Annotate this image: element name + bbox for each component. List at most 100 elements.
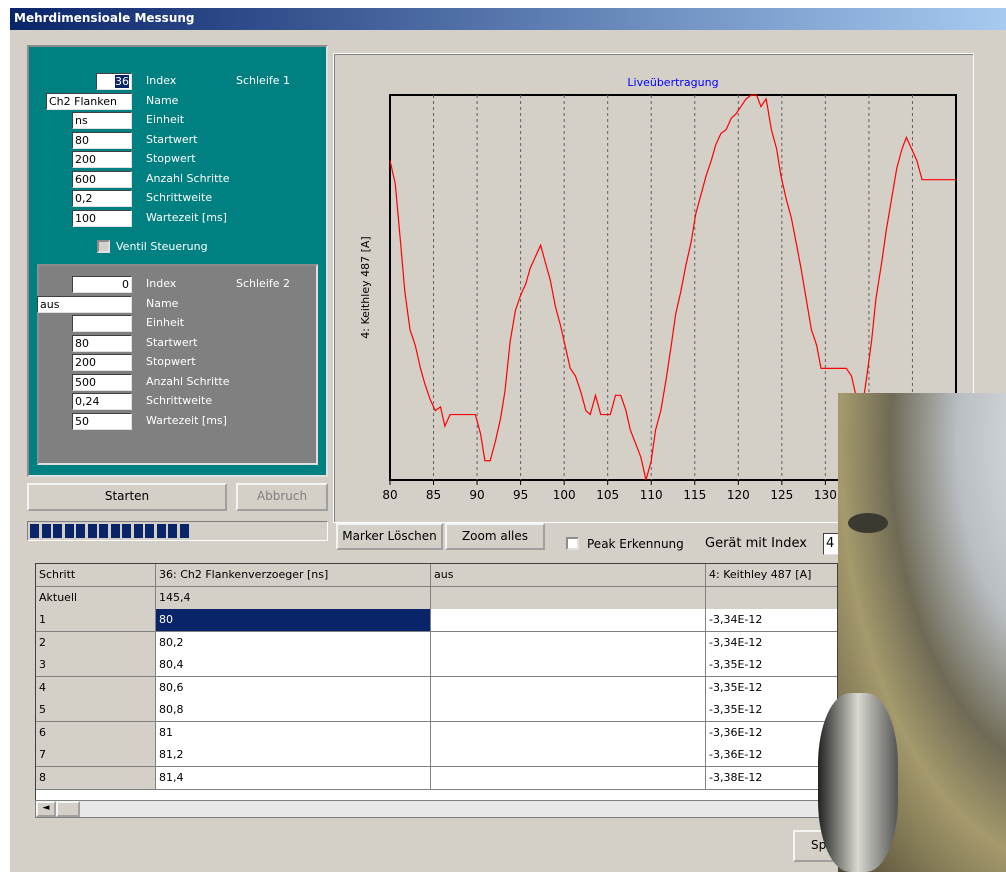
column-header: Schritt — [36, 564, 156, 587]
start-button[interactable]: Starten — [27, 483, 227, 511]
row-header[interactable]: 8 — [36, 766, 156, 790]
table-cell[interactable]: 80 — [156, 609, 431, 632]
x-tick-label: 120 — [727, 488, 750, 502]
table-cell[interactable]: -3,35E-12 — [706, 676, 837, 700]
progress-block — [179, 524, 189, 538]
photo-overlay — [818, 393, 1006, 872]
column-header: aus — [431, 564, 706, 587]
chart-title: Liveübertragung — [627, 76, 718, 89]
field-input[interactable]: 36 — [96, 73, 132, 90]
x-tick-label: 105 — [596, 488, 619, 502]
field-label: Schrittweite — [146, 191, 213, 204]
table-cell[interactable] — [431, 676, 706, 700]
field-label: Anzahl Schritte — [146, 171, 230, 185]
table-cell[interactable] — [431, 766, 706, 790]
valve-checkbox[interactable] — [97, 240, 110, 253]
field-input[interactable]: 600 — [72, 170, 132, 188]
row-header[interactable]: 3 — [36, 654, 156, 677]
peak-checkbox[interactable] — [566, 537, 579, 550]
data-line — [389, 94, 956, 481]
data-table: Schritt 36: Ch2 Flankenverzoeger [ns] aus 4… — [35, 563, 838, 818]
field-label: Name — [146, 93, 179, 107]
table-cell[interactable] — [431, 631, 706, 655]
table-cell[interactable]: -3,35E-12 — [706, 699, 837, 722]
field-label: Anzahl Schritte — [146, 374, 230, 388]
field-input[interactable]: 200 — [72, 354, 132, 371]
table-cell[interactable]: 80,4 — [156, 654, 431, 677]
table-cell[interactable]: -3,38E-12 — [706, 766, 837, 790]
column-header: 4: Keithley 487 [A] — [706, 564, 837, 587]
row-header[interactable]: 5 — [36, 699, 156, 722]
x-tick-label: 100 — [553, 488, 576, 502]
selected-text: 36 — [115, 75, 129, 88]
field-input[interactable]: 500 — [72, 373, 132, 391]
field-input[interactable]: 100 — [72, 209, 132, 227]
table-cell[interactable]: -3,35E-12 — [706, 654, 837, 677]
photo-detail — [848, 513, 888, 533]
device-index-label: Gerät mit Index — [705, 536, 807, 551]
progress-block — [133, 524, 143, 538]
loop-heading: Schleife 1 — [236, 74, 291, 87]
clear-marker-button[interactable]: Marker Löschen — [336, 523, 443, 550]
progress-block — [110, 524, 120, 538]
loop-heading: Schleife 2 — [236, 277, 291, 290]
row-header[interactable]: 1 — [36, 609, 156, 632]
progress-block — [168, 524, 177, 538]
progress-block — [99, 524, 108, 538]
scrollbar[interactable] — [35, 800, 838, 818]
table-cell[interactable]: 81,2 — [156, 744, 431, 767]
table-cell[interactable] — [431, 609, 706, 632]
field-input[interactable]: 50 — [72, 412, 132, 430]
progress-block — [122, 524, 131, 538]
field-input[interactable]: 80 — [72, 131, 132, 149]
peak-label: Peak Erkennung — [587, 537, 684, 551]
table-cell[interactable] — [431, 654, 706, 677]
column-header: 36: Ch2 Flankenverzoeger [ns] — [156, 564, 431, 587]
table-cell[interactable]: 81 — [156, 721, 431, 745]
scroll-left[interactable]: ◄ — [36, 801, 56, 817]
table-cell[interactable] — [431, 744, 706, 767]
field-input[interactable]: aus — [37, 295, 132, 313]
table-cell[interactable]: -3,36E-12 — [706, 721, 837, 745]
progress-block — [30, 524, 39, 538]
valve-label: Ventil Steuerung — [116, 240, 208, 253]
row-header[interactable]: 6 — [36, 721, 156, 745]
table-cell[interactable] — [431, 586, 706, 610]
table-cell[interactable]: 80,8 — [156, 699, 431, 722]
field-input[interactable]: ns — [72, 112, 132, 129]
field-input[interactable]: 0,2 — [72, 190, 132, 207]
field-input[interactable]: 0,24 — [72, 393, 132, 410]
table-cell[interactable]: -3,34E-12 — [706, 609, 837, 632]
abort-button[interactable]: Abbruch — [236, 483, 328, 511]
table-cell[interactable]: 81,4 — [156, 766, 431, 790]
scroll-thumb[interactable] — [56, 801, 80, 817]
table-cell[interactable]: -3,34E-12 — [706, 631, 837, 655]
field-input[interactable]: 0 — [72, 276, 132, 293]
table-cell[interactable]: 80,6 — [156, 676, 431, 700]
x-tick-label: 85 — [426, 488, 441, 502]
progress-block — [64, 524, 74, 538]
row-header[interactable]: 2 — [36, 631, 156, 655]
field-label: Schrittweite — [146, 394, 213, 407]
table-cell[interactable]: 80,2 — [156, 631, 431, 655]
table-cell[interactable] — [706, 586, 837, 610]
y-axis-label: 4: Keithley 487 [A] — [359, 236, 372, 338]
row-header[interactable]: 7 — [36, 744, 156, 767]
x-tick-label: 130 — [814, 488, 837, 502]
table-cell[interactable] — [431, 721, 706, 745]
table-cell[interactable] — [431, 699, 706, 722]
x-tick-label: 95 — [513, 488, 528, 502]
field-input[interactable]: Ch2 Flanken — [46, 92, 132, 110]
zoom-all-button[interactable]: Zoom alles — [445, 523, 545, 550]
table-cell[interactable]: 145,4 — [156, 586, 431, 610]
row-header[interactable]: Aktuell — [36, 586, 156, 610]
row-header[interactable]: 4 — [36, 676, 156, 700]
field-input[interactable]: 80 — [72, 334, 132, 352]
field-label: Stopwert — [146, 152, 196, 165]
progress-block — [76, 524, 85, 538]
field-input[interactable]: 200 — [72, 151, 132, 168]
field-input[interactable] — [72, 315, 132, 332]
field-label: Startwert — [146, 335, 198, 349]
x-tick-label: 125 — [770, 488, 793, 502]
